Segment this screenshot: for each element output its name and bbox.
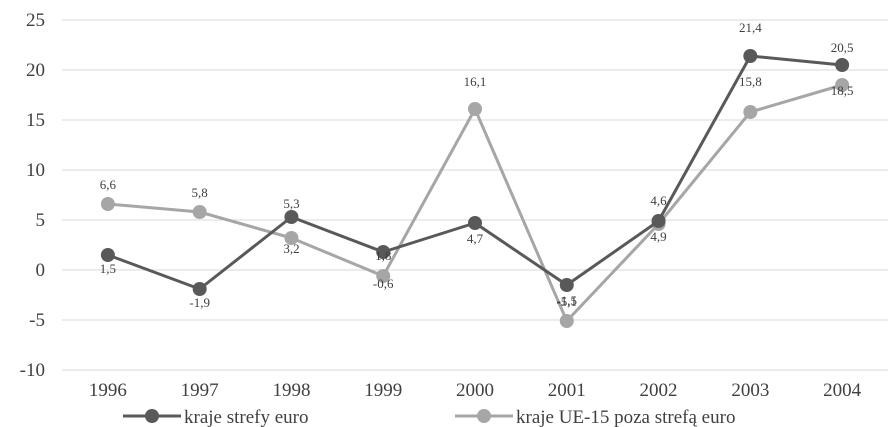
data-point — [192, 205, 207, 219]
data-label: -1,9 — [189, 295, 210, 310]
x-axis-ticks: 1996 1997 1998 1999 2000 2001 2002 2003 2004 — [89, 380, 862, 401]
data-label: 4,6 — [650, 193, 667, 208]
y-tick-label: 5 — [36, 210, 46, 231]
legend-label: kraje strefy euro — [184, 407, 309, 427]
data-label: 20,5 — [831, 40, 854, 55]
legend-marker — [477, 409, 491, 423]
x-tick-label: 2004 — [823, 380, 862, 401]
data-point — [559, 278, 574, 292]
data-label: 1,8 — [375, 248, 391, 263]
x-tick-label: 2001 — [548, 380, 586, 401]
x-tick-label: 1997 — [181, 380, 219, 401]
series-line — [107, 54, 843, 291]
y-tick-label: 0 — [36, 260, 46, 281]
data-point — [559, 314, 574, 328]
data-point — [284, 231, 299, 245]
data-label: 5,8 — [192, 185, 208, 200]
y-tick-label: 15 — [26, 110, 45, 131]
data-label: 5,3 — [283, 196, 299, 211]
data-point — [651, 214, 666, 228]
data-label: 21,4 — [739, 20, 762, 35]
legend-label: kraje UE-15 poza strefą euro — [516, 407, 735, 427]
data-label: 18,5 — [831, 83, 854, 98]
data-point — [100, 197, 115, 211]
data-point — [743, 105, 758, 119]
series-2 — [100, 78, 850, 328]
y-axis-ticks: -10 -5 0 5 10 15 20 25 — [20, 10, 45, 381]
y-tick-label: 20 — [26, 60, 45, 81]
legend-item: kraje strefy euro — [123, 407, 309, 427]
data-label: -0,6 — [373, 276, 394, 291]
data-label: -5,1 — [556, 294, 577, 309]
data-label: 1,5 — [100, 261, 116, 276]
data-point — [100, 248, 115, 262]
legend-item: kraje UE-15 poza strefą euro — [455, 407, 735, 427]
y-tick-label: 25 — [26, 10, 45, 31]
data-point — [468, 216, 482, 230]
data-label: 15,8 — [739, 74, 762, 89]
data-point — [376, 269, 391, 283]
y-tick-label: -10 — [20, 360, 45, 381]
gridlines — [62, 19, 888, 371]
legend-marker — [145, 409, 159, 423]
data-label: 6,6 — [100, 177, 117, 192]
y-tick-label: -5 — [29, 310, 45, 331]
data-point — [743, 49, 758, 63]
data-label: -1,5 — [556, 293, 577, 308]
data-point — [835, 78, 850, 92]
x-tick-label: 2000 — [456, 380, 494, 401]
x-tick-label: 1998 — [272, 380, 310, 401]
series-1 — [100, 49, 850, 296]
data-point — [376, 245, 391, 259]
data-point — [192, 282, 207, 296]
x-tick-label: 1996 — [89, 380, 127, 401]
data-point — [284, 210, 299, 224]
y-tick-label: 10 — [26, 160, 45, 181]
x-tick-label: 1999 — [364, 380, 402, 401]
data-label: 3,2 — [283, 241, 299, 256]
series-lines — [100, 49, 850, 328]
x-tick-label: 2003 — [731, 380, 769, 401]
x-tick-label: 2002 — [640, 380, 678, 401]
data-point — [468, 102, 482, 116]
data-labels: 1,5 -1,9 5,3 1,8 4,7 -1,5 4,9 21,4 20,5 6,6 5,8 3,2… — [100, 20, 854, 310]
data-label: 4,7 — [467, 231, 484, 246]
data-point — [835, 58, 850, 72]
legend: kraje strefy euro kraje UE-15 poza strefą… — [123, 407, 735, 427]
data-label: 4,9 — [650, 229, 666, 244]
data-label: 16,1 — [464, 74, 487, 89]
